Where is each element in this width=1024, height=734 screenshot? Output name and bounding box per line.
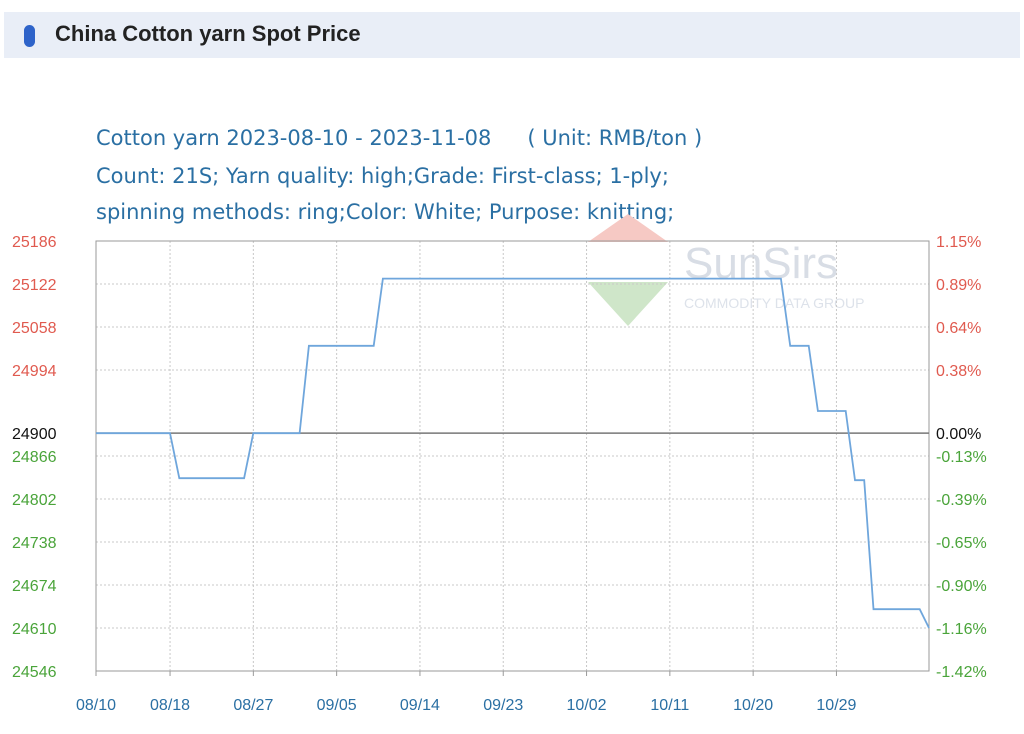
price-line xyxy=(96,277,930,629)
header-marker-icon xyxy=(24,25,35,47)
y-right-tick-label: -0.90% xyxy=(936,578,987,595)
y-left-tick-label: 25058 xyxy=(12,320,57,337)
chart-title-range: Cotton yarn 2023-08-10 - 2023-11-08 xyxy=(96,126,492,150)
y-right-tick-label: 0.38% xyxy=(936,363,981,380)
y-left-tick-label: 24546 xyxy=(12,664,57,681)
sunsirs-watermark: SunSirs COMMODITY DATA GROUP xyxy=(588,214,864,326)
chart-unit: ( Unit: RMB/ton ) xyxy=(527,126,703,150)
y-right-tick-label: -0.13% xyxy=(936,449,987,466)
chart-series xyxy=(96,277,930,629)
chart-axes xyxy=(95,240,930,676)
panel-header: China Cotton yarn Spot Price xyxy=(4,12,1020,58)
x-tick-label: 08/27 xyxy=(233,697,273,714)
plot-frame xyxy=(95,240,930,672)
watermark-base xyxy=(588,282,668,326)
x-tick-label: 08/18 xyxy=(150,697,190,714)
x-tick-label: 10/02 xyxy=(567,697,607,714)
y-right-tick-label: 1.15% xyxy=(936,234,981,251)
y-right-tick-label: -1.42% xyxy=(936,664,987,681)
y-left-tick-label: 24994 xyxy=(12,363,57,380)
y-right-tick-label: 0.64% xyxy=(936,320,981,337)
y-right-tick-label: -1.16% xyxy=(936,621,987,638)
y-left-tick-label: 24866 xyxy=(12,449,57,466)
x-tick-label: 09/14 xyxy=(400,697,440,714)
chart-subtitle-line1: Cotton yarn 2023-08-10 - 2023-11-08 ( Uni… xyxy=(96,126,702,150)
y-right-tick-label: 0.00% xyxy=(936,426,981,443)
y-left-tick-label: 25186 xyxy=(12,234,57,251)
y-left-tick-label: 24802 xyxy=(12,492,57,509)
chart-subtitle-line2: Count: 21S; Yarn quality: high;Grade: Fi… xyxy=(96,164,669,188)
chart-subtitle-line3: spinning methods: ring;Color: White; Pur… xyxy=(96,200,675,224)
panel-title: China Cotton yarn Spot Price xyxy=(55,21,361,46)
watermark-tagline: COMMODITY DATA GROUP xyxy=(684,295,864,311)
x-tick-label: 10/20 xyxy=(733,697,773,714)
x-tick-label: 09/23 xyxy=(483,697,523,714)
y-left-tick-label: 24610 xyxy=(12,621,57,638)
y-left-tick-label: 24738 xyxy=(12,535,57,552)
watermark-roof xyxy=(588,214,668,242)
y-right-tick-label: -0.39% xyxy=(936,492,987,509)
y-left-tick-label: 24674 xyxy=(12,578,57,595)
x-tick-label: 10/29 xyxy=(816,697,856,714)
chart-labels: 25186 1.15% 25122 0.89% 25058 0.64% 24994 0.38%… xyxy=(12,234,987,714)
y-left-tick-label: 25122 xyxy=(12,277,57,294)
y-right-tick-label: 0.89% xyxy=(936,277,981,294)
x-tick-label: 09/05 xyxy=(317,697,357,714)
x-tick-label: 10/11 xyxy=(650,697,689,714)
y-right-tick-label: -0.65% xyxy=(936,535,987,552)
watermark-brand: SunSirs xyxy=(684,239,838,288)
x-tick-label: 08/10 xyxy=(76,697,116,714)
y-left-tick-label: 24900 xyxy=(12,426,57,443)
